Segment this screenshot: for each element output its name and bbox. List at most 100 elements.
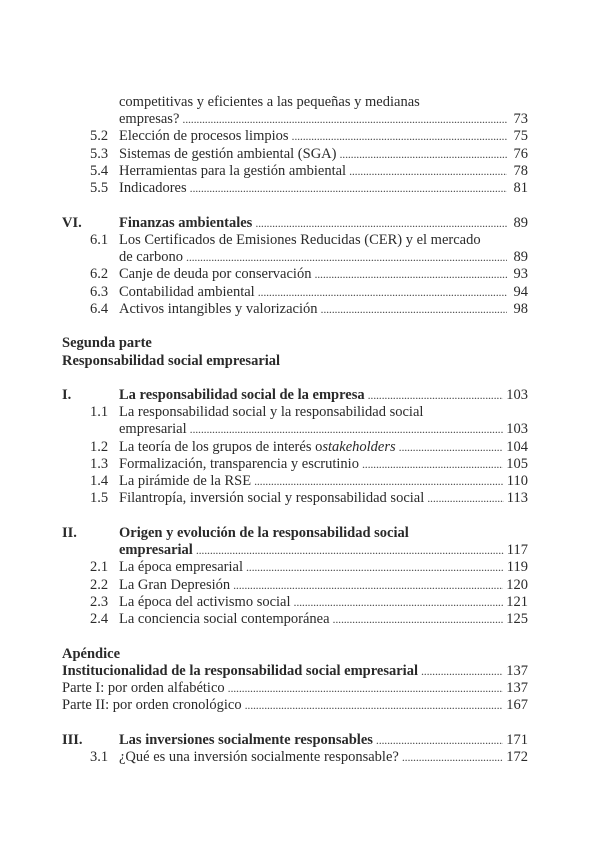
entry-title: La pirámide de la RSE (119, 473, 252, 490)
dot-leader (228, 680, 504, 697)
toc-entry[interactable]: 5.4 Herramientas para la gestión ambienta… (0, 163, 600, 180)
toc-entry[interactable]: empresarial 103 (0, 421, 600, 438)
page-number: 93 (513, 266, 529, 283)
page-number: 113 (506, 490, 528, 507)
entry-body: Parte I: por orden alfabético 137 (62, 680, 528, 697)
toc-entry[interactable]: 1.5 Filantropía, inversión social y respo… (0, 490, 600, 507)
toc-entry[interactable]: 1.1 La responsabilidad social y la respon… (0, 404, 600, 421)
entry-body: Parte II: por orden cronológico 167 (62, 697, 528, 714)
blank-line (0, 714, 600, 731)
toc-entry[interactable]: Parte II: por orden cronológico 167 (0, 697, 600, 714)
page-number: 89 (513, 214, 529, 231)
entry-number: 5.3 (90, 145, 109, 162)
dot-leader (314, 266, 507, 283)
entry-number: 6.1 (90, 231, 109, 248)
entry-title: Parte I: por orden alfabético (62, 679, 225, 696)
entry-title: Las inversiones socialmente responsables (119, 731, 373, 748)
page-number: 75 (513, 128, 529, 145)
toc-entry[interactable]: 2.3 La época del activismo social 121 (0, 594, 600, 611)
dot-leader (362, 456, 503, 473)
entry-body: La teoría de los grupos de interés o sta… (119, 439, 528, 456)
toc-entry[interactable]: 3.1 ¿Qué es una inversión socialmente res… (0, 749, 600, 766)
toc-entry[interactable]: 6.1 Los Certificados de Emisiones Reducid… (0, 232, 600, 249)
entry-body: La época del activismo social 121 (119, 594, 528, 611)
toc-entry[interactable]: 1.4 La pirámide de la RSE 110 (0, 473, 600, 490)
entry-number: 5.2 (90, 128, 109, 145)
entry-body: Activos intangibles y valorización 98 (119, 301, 528, 318)
page-number: 125 (506, 611, 528, 628)
entry-body: Elección de procesos limpios 75 (119, 128, 528, 145)
entry-body: empresarial 117 (119, 542, 528, 559)
entry-title: competitivas y eficientes a las pequeñas… (119, 94, 420, 110)
entry-body: Finanzas ambientales 89 (119, 215, 528, 232)
toc-entry[interactable]: 2.2 La Gran Depresión 120 (0, 577, 600, 594)
entry-body: empresarial 103 (119, 421, 528, 438)
entry-number: 1.1 (90, 404, 109, 421)
toc-entry[interactable]: Responsabilidad social empresarial (0, 353, 600, 370)
entry-number: I. (62, 386, 72, 403)
toc-entry[interactable]: 6.4 Activos intangibles y valorización 98 (0, 301, 600, 318)
entry-body: La responsabilidad social de la empresa 1… (119, 387, 528, 404)
page-number: 121 (506, 593, 528, 610)
page-number: 98 (513, 300, 529, 317)
toc-entry[interactable]: II. Origen y evolución de la responsabili… (0, 525, 600, 542)
entry-title: La responsabilidad social y la responsab… (119, 404, 424, 421)
dot-leader (190, 180, 507, 197)
toc-entry[interactable]: 5.3 Sistemas de gestión ambiental (SGA) 76 (0, 146, 600, 163)
entry-body: Institucionalidad de la responsabilidad … (62, 663, 528, 680)
entry-title: empresarial (119, 542, 193, 559)
entry-title: La teoría de los grupos de interés o (119, 438, 323, 455)
toc-entry[interactable]: 2.4 La conciencia social contemporánea 125 (0, 611, 600, 628)
toc-entry[interactable]: 5.5 Indicadores 81 (0, 180, 600, 197)
toc-entry[interactable]: empresas? 73 (0, 111, 600, 128)
entry-body: Responsabilidad social empresarial (62, 353, 528, 370)
toc-entry[interactable]: 1.3 Formalización, transparencia y escrut… (0, 456, 600, 473)
page-number: 120 (506, 576, 528, 593)
dot-leader (233, 577, 503, 594)
dot-leader (182, 111, 507, 128)
entry-title: Institucionalidad de la responsabilidad … (62, 662, 418, 679)
entry-title: Elección de procesos limpios (119, 128, 289, 145)
entry-number: 1.3 (90, 455, 109, 472)
entry-title: Parte II: por orden cronológico (62, 697, 242, 714)
entry-body: Origen y evolución de la responsabilidad… (119, 525, 528, 542)
toc-entry[interactable]: 6.3 Contabilidad ambiental 94 (0, 284, 600, 301)
section-heading: Responsabilidad social empresarial (62, 352, 281, 369)
toc-entry[interactable]: VI. Finanzas ambientales 89 (0, 215, 600, 232)
entry-title: Contabilidad ambiental (119, 283, 255, 300)
entry-title: La época del activismo social (119, 593, 291, 610)
toc-entry[interactable]: Apéndice (0, 646, 600, 663)
entry-title: Los Certificados de Emisiones Reducidas … (119, 231, 481, 248)
toc-entry[interactable]: 6.2 Canje de deuda por conservación 93 (0, 266, 600, 283)
toc-entry[interactable]: de carbono 89 (0, 249, 600, 266)
entry-title: ¿Qué es una inversión socialmente respon… (119, 748, 399, 765)
entry-title: Canje de deuda por conservación (119, 266, 312, 283)
toc-entry[interactable]: I. La responsabilidad social de la empres… (0, 387, 600, 404)
toc-entry[interactable]: Parte I: por orden alfabético 137 (0, 680, 600, 697)
entry-number: 3.1 (90, 748, 109, 765)
toc-entry[interactable]: competitivas y eficientes a las pequeñas… (0, 94, 600, 111)
dot-leader (294, 594, 504, 611)
entry-body: Sistemas de gestión ambiental (SGA) 76 (119, 146, 528, 163)
page-number: 119 (506, 559, 528, 576)
toc-entry[interactable]: 5.2 Elección de procesos limpios 75 (0, 128, 600, 145)
toc-entry[interactable]: III. Las inversiones socialmente responsa… (0, 732, 600, 749)
toc-entry[interactable]: 1.2 La teoría de los grupos de interés o … (0, 439, 600, 456)
entry-title: empresas? (119, 111, 180, 128)
toc-entry[interactable]: Institucionalidad de la responsabilidad … (0, 663, 600, 680)
entry-title: Formalización, transparencia y escrutini… (119, 455, 359, 472)
entry-number: VI. (62, 214, 82, 231)
dot-leader (427, 490, 504, 507)
entry-number: 1.2 (90, 438, 109, 455)
entry-title: empresarial (119, 421, 187, 438)
page-number: 104 (506, 438, 528, 455)
section-heading: Segunda parte (62, 335, 152, 352)
entry-body: Canje de deuda por conservación 93 (119, 266, 528, 283)
page-number: 103 (506, 386, 528, 403)
toc-entry[interactable]: empresarial 117 (0, 542, 600, 559)
toc-entry[interactable]: Segunda parte (0, 335, 600, 352)
dot-leader (255, 215, 507, 232)
entry-body: competitivas y eficientes a las pequeñas… (119, 94, 528, 111)
toc-entry[interactable]: 2.1 La época empresarial 119 (0, 559, 600, 576)
entry-body: La conciencia social contemporánea 125 (119, 611, 528, 628)
